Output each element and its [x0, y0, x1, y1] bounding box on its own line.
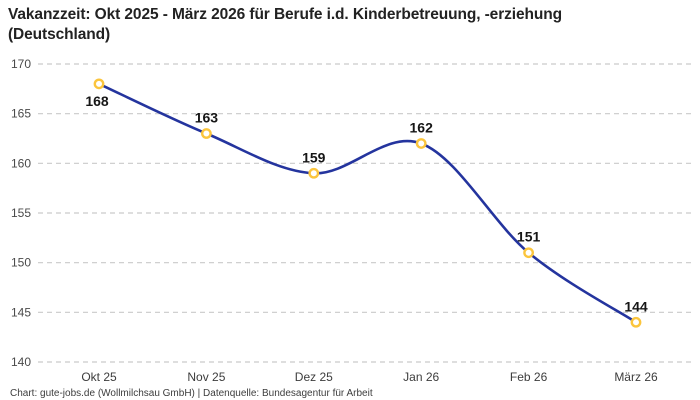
x-tick-label: Feb 26 — [510, 370, 548, 384]
y-tick-label: 170 — [11, 57, 31, 71]
data-point-marker — [523, 247, 534, 259]
y-tick-label: 165 — [11, 107, 31, 121]
chart-card: { "title": "Vakanzzeit: Okt 2025 - März … — [0, 5, 700, 400]
data-point-label: 151 — [517, 229, 541, 245]
x-tick-label: Jan 26 — [403, 370, 439, 384]
x-tick-label: Nov 25 — [187, 370, 225, 384]
chart-footer: Chart: gute-jobs.de (Wollmilchsau GmbH) … — [10, 388, 373, 399]
line-chart: 170 165 160 155 150 145 140 Okt 25 Nov 25 Dez 25 J… — [11, 57, 691, 384]
data-point-label: 159 — [302, 149, 326, 165]
data-point-label: 168 — [85, 93, 109, 109]
data-point-label: 162 — [410, 119, 434, 135]
y-tick-label: 150 — [11, 256, 31, 270]
data-point-marker — [415, 138, 427, 149]
chart-title: Vakanzzeit: Okt 2025 - März 2026 für Ber… — [8, 6, 562, 43]
x-tick-label: März 26 — [614, 370, 658, 384]
y-tick-label: 160 — [11, 156, 31, 170]
y-tick-label: 140 — [11, 355, 31, 369]
data-point-marker — [308, 167, 320, 179]
data-point-marker — [93, 78, 105, 90]
y-tick-label: 145 — [11, 305, 31, 319]
y-tick-label: 155 — [11, 206, 31, 220]
x-tick-label: Okt 25 — [81, 370, 117, 384]
x-tick-label: Dez 25 — [295, 370, 333, 384]
series-line — [97, 82, 638, 324]
data-point-label: 163 — [195, 110, 219, 126]
data-point-label: 144 — [624, 298, 648, 314]
data-point-marker — [630, 316, 642, 328]
data-point-marker — [200, 128, 212, 139]
